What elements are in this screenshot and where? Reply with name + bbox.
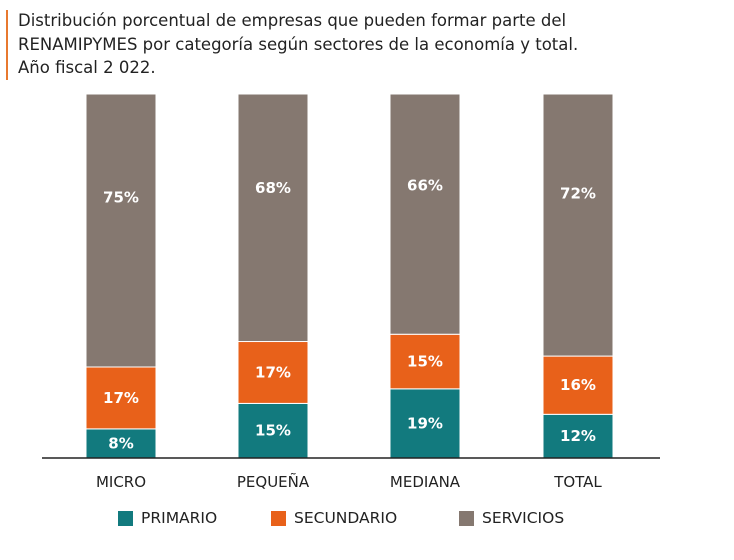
- legend-swatch-servicios: [459, 510, 474, 526]
- stacked-bar-chart: 8% 17% 75% 15% 17% 68% 19% 15% 66% 12% 16% 72% MICR…: [42, 93, 660, 491]
- legend-label-secundario: SECUNDARIO: [294, 509, 398, 527]
- data-label-mediana-secundario: 15%: [407, 353, 443, 371]
- data-label-pequena-servicios: 68%: [255, 179, 291, 197]
- legend: PRIMARIO SECUNDARIO SERVICIOS: [0, 507, 734, 529]
- bar-micro-servicios: [85, 93, 157, 368]
- bar-pequena-servicios: [237, 93, 309, 343]
- data-label-micro-secundario: 17%: [103, 389, 139, 407]
- bar-micro-primario: [85, 428, 157, 459]
- category-label-micro: MICRO: [96, 473, 146, 491]
- data-label-micro-servicios: 75%: [103, 189, 139, 207]
- chart-title-line-1: Distribución porcentual de empresas que …: [18, 11, 567, 30]
- data-label-total-secundario: 16%: [560, 376, 596, 394]
- bar-mediana-secundario: [389, 333, 461, 390]
- data-label-mediana-primario: 19%: [407, 414, 443, 432]
- category-label-pequena: PEQUEÑA: [237, 472, 310, 491]
- category-labels-group: MICRO PEQUEÑA MEDIANA TOTAL: [96, 472, 602, 491]
- legend-item-primario: PRIMARIO: [118, 507, 217, 529]
- bar-total-servicios: [542, 93, 614, 357]
- data-label-pequena-secundario: 17%: [255, 363, 291, 381]
- category-label-total: TOTAL: [553, 473, 602, 491]
- legend-item-secundario: SECUNDARIO: [271, 507, 397, 529]
- data-label-total-primario: 12%: [560, 427, 596, 445]
- legend-item-servicios: SERVICIOS: [459, 507, 564, 529]
- bar-mediana-servicios: [389, 93, 461, 335]
- bar-total-primario: [542, 413, 614, 459]
- legend-label-servicios: SERVICIOS: [482, 509, 565, 527]
- bars-group: 8% 17% 75% 15% 17% 68% 19% 15% 66% 12% 16% 72%: [85, 93, 614, 459]
- data-label-micro-primario: 8%: [108, 434, 133, 452]
- legend-label-primario: PRIMARIO: [141, 509, 218, 527]
- category-label-mediana: MEDIANA: [390, 473, 461, 491]
- bar-pequena-primario: [237, 402, 309, 459]
- chart-title: Distribución porcentual de empresas que …: [18, 9, 723, 80]
- data-label-pequena-primario: 15%: [255, 422, 291, 440]
- title-accent-bar: [6, 10, 8, 80]
- bar-mediana-primario: [389, 388, 461, 459]
- legend-swatch-primario: [118, 510, 133, 526]
- legend-swatch-secundario: [271, 510, 286, 526]
- bar-pequena-secundario: [237, 341, 309, 404]
- chart-title-line-3: Año fiscal 2 022.: [18, 58, 156, 77]
- data-label-total-servicios: 72%: [560, 185, 596, 203]
- bar-total-secundario: [542, 355, 614, 415]
- chart-title-line-2: RENAMIPYMES por categoría según sectores…: [18, 34, 579, 54]
- data-label-mediana-servicios: 66%: [407, 176, 443, 194]
